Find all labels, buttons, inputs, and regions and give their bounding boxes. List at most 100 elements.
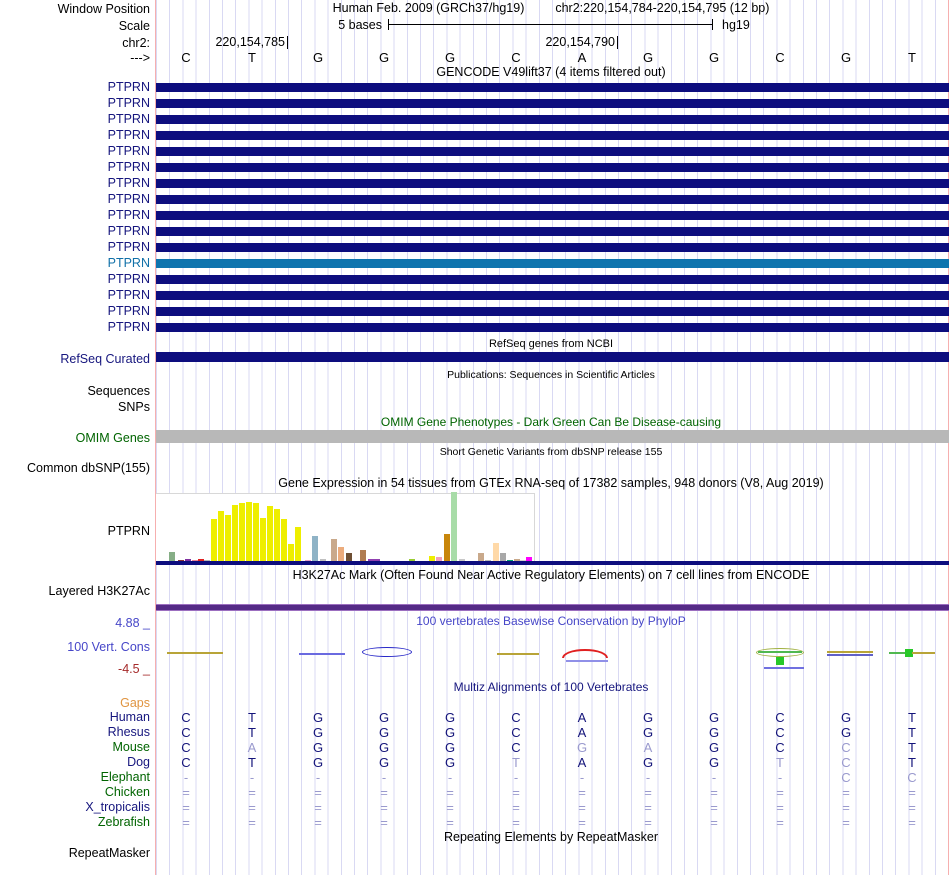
gtex-bar[interactable] [368, 559, 374, 562]
gtex-bar[interactable] [451, 492, 457, 562]
gtex-bar[interactable] [444, 534, 450, 562]
gtex-bar[interactable] [320, 559, 326, 562]
gtex-bar[interactable] [500, 553, 506, 562]
omim-bar[interactable] [156, 430, 949, 443]
gtex-bar[interactable] [346, 553, 352, 562]
gtex-bar[interactable] [185, 559, 191, 562]
gtex-bar[interactable] [331, 539, 337, 562]
gtex-bar[interactable] [374, 559, 380, 562]
gene-label[interactable]: PTPRN [107, 304, 150, 318]
gene-bar[interactable] [156, 307, 949, 316]
gene-label[interactable]: PTPRN [107, 240, 150, 254]
species-label[interactable]: Mouse [112, 740, 150, 754]
gene-bar[interactable] [156, 179, 949, 188]
gtex-bar[interactable] [295, 527, 301, 562]
gene-label[interactable]: PTPRN [107, 272, 150, 286]
gtex-bar[interactable] [274, 509, 280, 562]
gene-bar[interactable] [156, 115, 949, 124]
gene-label[interactable]: PTPRN [107, 208, 150, 222]
phylop-label[interactable]: 100 Vert. Cons [67, 640, 150, 654]
species-label[interactable]: Human [109, 710, 150, 724]
gtex-bar[interactable] [459, 559, 465, 562]
gene-bar[interactable] [156, 227, 949, 236]
gene-bar[interactable] [156, 147, 949, 156]
gtex-bar[interactable] [338, 547, 344, 562]
gtex-gene-label[interactable]: PTPRN [107, 524, 150, 538]
phylop-track-title[interactable]: 100 vertebrates Basewise Conservation by… [416, 614, 686, 628]
gtex-bar[interactable] [429, 556, 435, 562]
gtex-bar[interactable] [478, 553, 484, 562]
species-label[interactable]: X_tropicalis [85, 800, 150, 814]
gtex-bar[interactable] [232, 505, 238, 562]
gtex-bar[interactable] [514, 559, 520, 562]
gene-label[interactable]: PTPRN [107, 144, 150, 158]
gene-label[interactable]: PTPRN [107, 80, 150, 94]
gtex-bar[interactable] [267, 506, 273, 562]
species-label[interactable]: Rhesus [107, 725, 150, 739]
dbsnp-label[interactable]: Common dbSNP(155) [27, 461, 150, 475]
publications-track-title[interactable]: Publications: Sequences in Scientific Ar… [447, 369, 655, 381]
omim-track-title[interactable]: OMIM Gene Phenotypes - Dark Green Can Be… [380, 415, 722, 429]
gene-label[interactable]: PTPRN [107, 192, 150, 206]
snps-label[interactable]: SNPs [118, 400, 150, 414]
h3k27ac-label[interactable]: Layered H3K27Ac [48, 584, 150, 598]
gtex-bar[interactable] [253, 503, 259, 562]
gene-bar[interactable] [156, 211, 949, 220]
multiz-track-title[interactable]: Multiz Alignments of 100 Vertebrates [453, 680, 649, 694]
gtex-bar[interactable] [493, 543, 499, 562]
gene-bar[interactable] [156, 291, 949, 300]
gtex-bar[interactable] [246, 502, 252, 562]
refseq-track-title[interactable]: RefSeq genes from NCBI [488, 338, 614, 350]
gene-bar[interactable] [156, 131, 949, 140]
gene-label[interactable]: PTPRN [107, 128, 150, 142]
alignment-base: G [642, 710, 654, 725]
gene-bar[interactable] [156, 195, 949, 204]
gtex-bar[interactable] [260, 518, 266, 562]
gaps-label[interactable]: Gaps [120, 696, 150, 710]
gtex-track-title[interactable]: Gene Expression in 54 tissues from GTEx … [278, 476, 824, 490]
gene-label[interactable]: PTPRN [107, 224, 150, 238]
species-label[interactable]: Zebrafish [97, 815, 150, 829]
chrom-label: chr2: [122, 36, 150, 50]
gtex-bar[interactable] [436, 557, 442, 562]
gene-bar[interactable] [156, 275, 949, 284]
gtex-bar[interactable] [218, 511, 224, 562]
gtex-bar[interactable] [281, 519, 287, 562]
gene-label[interactable]: PTPRN [107, 96, 150, 110]
gtex-bar[interactable] [526, 557, 532, 562]
sequences-label[interactable]: Sequences [87, 384, 150, 398]
gtex-bar[interactable] [312, 536, 318, 562]
omim-label[interactable]: OMIM Genes [75, 431, 150, 445]
gtex-bar[interactable] [239, 503, 245, 562]
gencode-track-title[interactable]: GENCODE V49lift37 (4 items filtered out) [436, 65, 666, 79]
gene-bar[interactable] [156, 163, 949, 172]
repeatmasker-label[interactable]: RepeatMasker [68, 846, 150, 860]
gtex-bar[interactable] [169, 552, 175, 562]
gtex-bar[interactable] [198, 559, 204, 562]
gtex-bar[interactable] [409, 559, 415, 562]
gene-label[interactable]: PTPRN [107, 112, 150, 126]
refseq-label[interactable]: RefSeq Curated [60, 352, 150, 366]
gtex-bar[interactable] [211, 519, 217, 562]
h3k27ac-track-title[interactable]: H3K27Ac Mark (Often Found Near Active Re… [292, 568, 810, 582]
gene-bar[interactable] [156, 99, 949, 108]
gene-label[interactable]: PTPRN [107, 288, 150, 302]
scale-row-label: Scale [118, 19, 150, 33]
gene-bar[interactable] [156, 259, 949, 268]
gene-bar[interactable] [156, 323, 949, 332]
gtex-bar[interactable] [288, 544, 294, 562]
species-label[interactable]: Elephant [100, 770, 150, 784]
species-label[interactable]: Dog [127, 755, 150, 769]
gene-bar[interactable] [156, 243, 949, 252]
gtex-bar[interactable] [360, 550, 366, 562]
dbsnp-track-title[interactable]: Short Genetic Variants from dbSNP releas… [439, 446, 663, 458]
refseq-bar[interactable] [156, 352, 949, 362]
gtex-bar[interactable] [225, 515, 231, 562]
species-label[interactable]: Chicken [104, 785, 150, 799]
gene-label[interactable]: PTPRN [107, 256, 150, 270]
gene-label[interactable]: PTPRN [107, 176, 150, 190]
gene-label[interactable]: PTPRN [107, 160, 150, 174]
gene-bar[interactable] [156, 83, 949, 92]
repeatmasker-track-title[interactable]: Repeating Elements by RepeatMasker [443, 830, 658, 844]
gene-label[interactable]: PTPRN [107, 320, 150, 334]
